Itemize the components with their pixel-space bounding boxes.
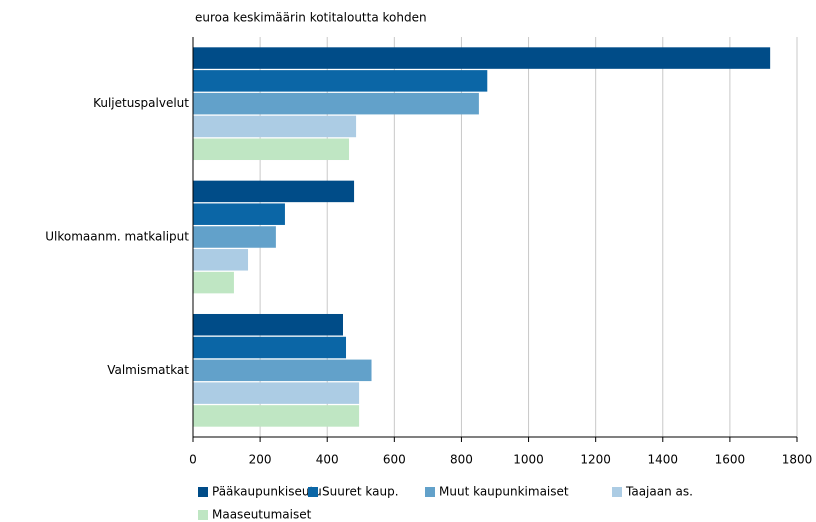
bar — [193, 70, 488, 92]
x-tick-label: 200 — [249, 453, 272, 467]
legend-label: Suuret kaup. — [322, 485, 399, 499]
bar — [193, 115, 357, 138]
x-tick-label: 1800 — [782, 453, 813, 467]
bar — [193, 359, 372, 382]
x-tick-label: 1200 — [580, 453, 611, 467]
axis-label: euroa keskimäärin kotitaloutta kohden — [195, 11, 427, 25]
bar — [193, 138, 350, 161]
bar — [193, 336, 347, 359]
legend-swatch — [308, 487, 318, 497]
bar — [193, 249, 249, 271]
x-tick-label: 1000 — [513, 453, 544, 467]
bar — [193, 203, 285, 225]
x-tick-label: 0 — [189, 453, 197, 467]
x-tick-label: 1400 — [648, 453, 679, 467]
legend-label: Maaseutumaiset — [212, 508, 312, 522]
legend-swatch — [198, 487, 208, 497]
bar — [193, 405, 360, 427]
x-tick-label: 1600 — [715, 453, 746, 467]
bar — [193, 92, 479, 115]
y-tick-label: Ulkomaanm. matkaliput — [45, 230, 189, 244]
bar — [193, 271, 234, 294]
bar — [193, 226, 276, 248]
x-tick-label: 400 — [316, 453, 339, 467]
bar — [193, 180, 355, 203]
legend-label: Muut kaupunkimaiset — [439, 485, 569, 499]
bar — [193, 47, 771, 69]
legend-label: Taajaan as. — [625, 485, 693, 499]
y-tick-label: Valmismatkat — [107, 363, 189, 377]
x-tick-label: 800 — [450, 453, 473, 467]
x-tick-label: 600 — [383, 453, 406, 467]
y-tick-label: Kuljetuspalvelut — [93, 96, 189, 110]
bar — [193, 313, 343, 336]
legend-swatch — [425, 487, 435, 497]
legend-swatch — [198, 510, 208, 520]
legend-swatch — [612, 487, 622, 497]
legend-label: Pääkaupunkiseutu — [212, 485, 322, 499]
bar — [193, 382, 360, 404]
